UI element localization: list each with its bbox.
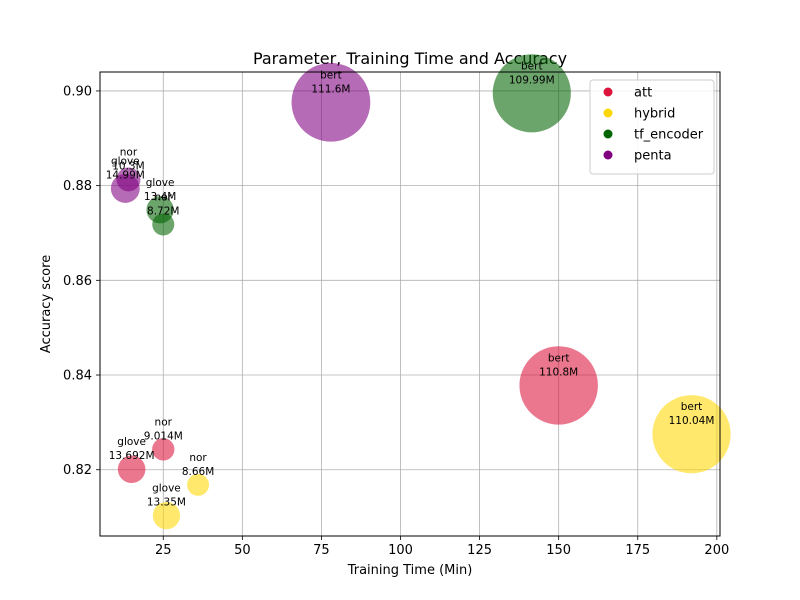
x-axis-ticks: 25 50 75 100 125 150 175 200	[155, 536, 729, 558]
legend-label: att	[634, 86, 652, 101]
legend-marker	[603, 87, 613, 97]
data-point	[152, 213, 175, 236]
x-tick-label: 125	[467, 543, 492, 558]
x-tick-label: 200	[704, 543, 729, 558]
x-tick-label: 150	[546, 543, 571, 558]
y-tick-label: 0.88	[63, 179, 92, 194]
data-point	[152, 438, 175, 461]
point-params-label: 13.692M	[109, 450, 155, 462]
point-model-label: nor	[189, 452, 207, 464]
data-point	[117, 455, 146, 484]
point-model-label: glove	[117, 436, 146, 448]
point-params-label: 109.99M	[509, 74, 555, 86]
legend-label: tf_encoder	[634, 128, 704, 143]
data-point	[187, 473, 210, 496]
data-point	[291, 62, 371, 142]
y-tick-label: 0.90	[63, 84, 92, 99]
point-model-label: bert	[320, 69, 342, 81]
point-model-label: bert	[681, 401, 703, 413]
point-model-label: nor	[155, 416, 173, 428]
x-tick-label: 75	[313, 543, 330, 558]
data-point	[110, 174, 140, 203]
legend-label: hybrid	[634, 107, 675, 122]
y-tick-label: 0.84	[63, 369, 92, 384]
point-model-label: bert	[548, 352, 570, 364]
point-params-label: 111.6M	[311, 83, 350, 95]
data-point	[519, 346, 598, 425]
legend-marker	[603, 108, 613, 118]
point-annotations: bert110.8Mnor9.014Mglove13.692Mbert110.0…	[106, 60, 715, 508]
y-axis-ticks: 0.82 0.84 0.86 0.88 0.90	[63, 84, 100, 478]
point-params-label: 110.8M	[539, 366, 578, 378]
point-params-label: 8.66M	[182, 466, 214, 478]
x-axis-label: Training Time (Min)	[347, 563, 473, 578]
point-params-label: 13.4M	[144, 191, 176, 203]
legend-label: penta	[634, 149, 672, 164]
data-point	[492, 54, 571, 133]
x-tick-label: 25	[155, 543, 172, 558]
point-params-label: 10.3M	[112, 160, 144, 172]
point-model-label: glove	[111, 155, 140, 167]
data-point	[152, 502, 181, 530]
plot-frame	[99, 71, 721, 537]
data-points	[110, 54, 731, 530]
point-params-label: 9.014M	[144, 430, 183, 442]
y-tick-label: 0.86	[63, 274, 92, 289]
x-tick-label: 175	[625, 543, 650, 558]
data-point	[652, 395, 731, 474]
point-params-label: 13.35M	[147, 497, 186, 509]
point-model-label: nor	[155, 191, 173, 203]
y-axis-label: Accuracy score	[39, 255, 54, 353]
point-model-label: glove	[152, 483, 181, 495]
point-model-label: glove	[146, 177, 175, 189]
x-tick-label: 100	[388, 543, 413, 558]
legend-marker	[603, 150, 613, 160]
point-model-label: bert	[521, 60, 543, 72]
x-tick-label: 50	[234, 543, 251, 558]
legend-box	[589, 79, 715, 175]
point-params-label: 110.04M	[669, 415, 715, 427]
legend-marker	[603, 129, 613, 139]
point-params-label: 14.99M	[106, 169, 145, 181]
point-params-label: 8.72M	[147, 205, 179, 217]
point-model-label: nor	[120, 146, 138, 158]
y-tick-label: 0.82	[63, 463, 92, 478]
